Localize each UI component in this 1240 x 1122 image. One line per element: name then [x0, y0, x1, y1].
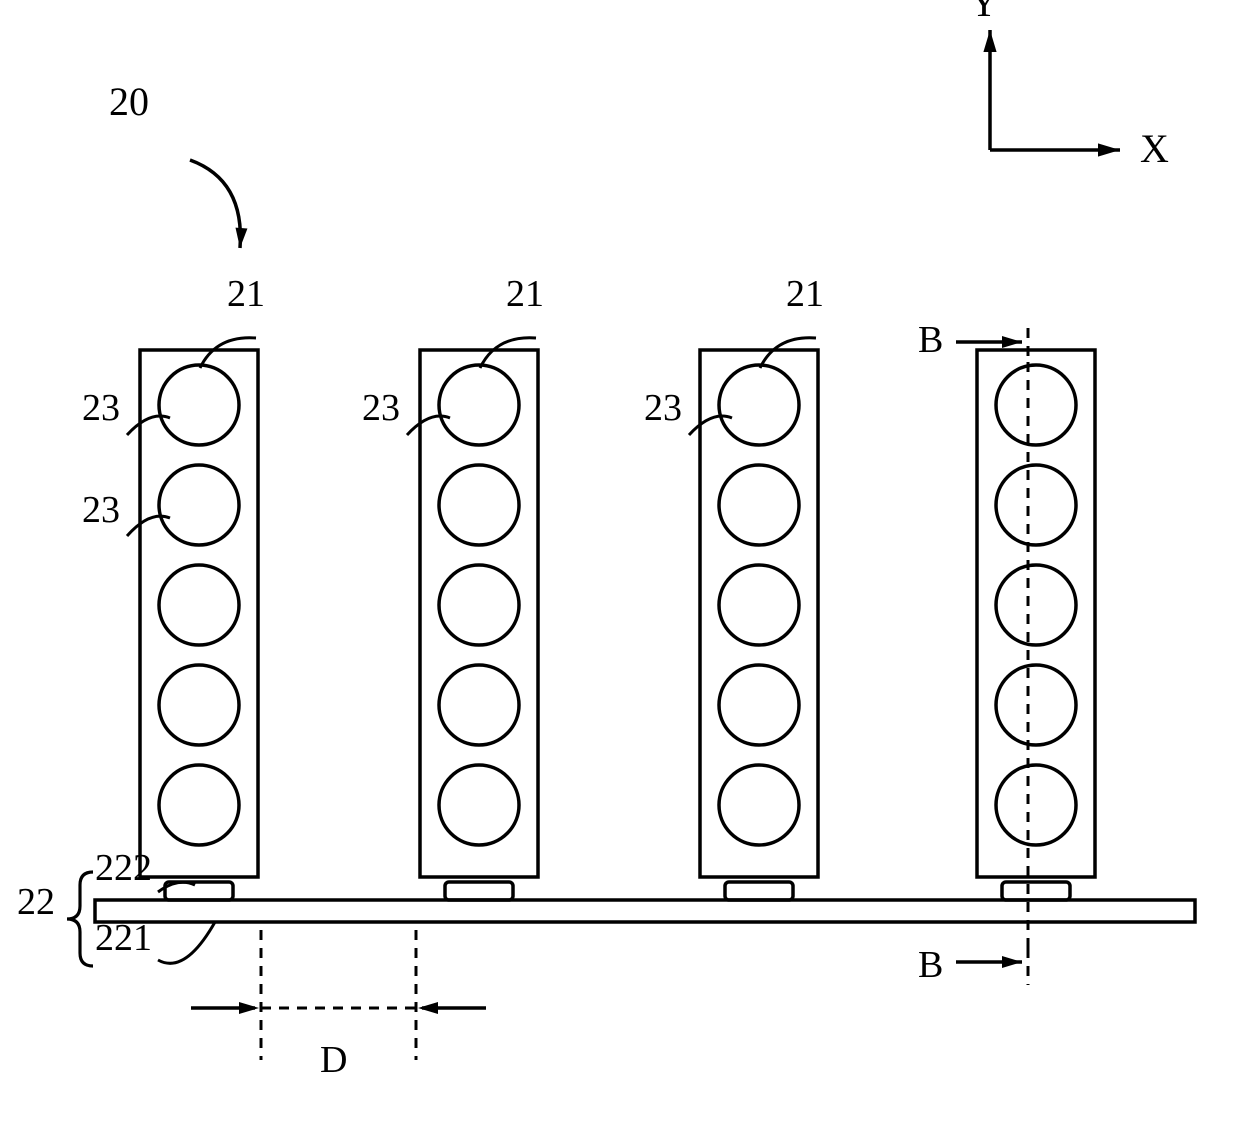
circle-2-2: [439, 465, 519, 545]
dim-D-label: D: [320, 1039, 347, 1081]
circle-1-2: [159, 465, 239, 545]
circle-3-2: [719, 465, 799, 545]
circle-4-2: [996, 465, 1076, 545]
column-2: [420, 350, 538, 877]
lead-line-0: [200, 338, 256, 368]
section-B-label-bottom: B: [918, 944, 943, 986]
bracket-22: [67, 872, 93, 966]
circle-4-3: [996, 565, 1076, 645]
lead-line-1: [480, 338, 536, 368]
circle-3-3: [719, 565, 799, 645]
circle-1-4: [159, 665, 239, 745]
pad-3: [725, 882, 793, 900]
lead-label-6: 23: [644, 387, 682, 429]
axis-y-label: Y: [970, 0, 999, 25]
arrowhead: [1002, 336, 1022, 348]
circle-1-1: [159, 365, 239, 445]
lead-label-5: 23: [362, 387, 400, 429]
column-3: [700, 350, 818, 877]
lead-label-8: 221: [95, 917, 152, 959]
ref-20-label: 20: [109, 79, 149, 124]
circle-4-5: [996, 765, 1076, 845]
circle-2-5: [439, 765, 519, 845]
circle-4-4: [996, 665, 1076, 745]
arrowhead: [418, 1002, 438, 1014]
pad-4: [1002, 882, 1070, 900]
ref-20-arrow: [190, 160, 240, 248]
axis-x-label: X: [1140, 126, 1169, 171]
lead-label-1: 21: [506, 273, 544, 315]
arrowhead: [1002, 956, 1022, 968]
base-bar: [95, 900, 1195, 922]
diagram-svg: X Y 20 21 21 21 23 23 23 23 222 221 22 B B D: [0, 0, 1240, 1122]
pad-2: [445, 882, 513, 900]
circle-1-3: [159, 565, 239, 645]
circle-4-1: [996, 365, 1076, 445]
arrowhead: [239, 1002, 259, 1014]
circle-3-5: [719, 765, 799, 845]
column-1: [140, 350, 258, 877]
circle-1-5: [159, 765, 239, 845]
section-B-label-top: B: [918, 319, 943, 361]
arrowhead: [1098, 143, 1120, 156]
lead-line-8: [158, 922, 215, 963]
circle-2-3: [439, 565, 519, 645]
circle-3-1: [719, 365, 799, 445]
lead-label-2: 21: [786, 273, 824, 315]
circle-2-4: [439, 665, 519, 745]
lead-label-4: 23: [82, 489, 120, 531]
bracket-22-label: 22: [17, 881, 55, 923]
lead-line-2: [760, 338, 816, 368]
circle-3-4: [719, 665, 799, 745]
lead-label-0: 21: [227, 273, 265, 315]
lead-label-3: 23: [82, 387, 120, 429]
arrowhead: [983, 30, 996, 52]
lead-label-7: 222: [95, 847, 152, 889]
circle-2-1: [439, 365, 519, 445]
column-4: [977, 350, 1095, 877]
